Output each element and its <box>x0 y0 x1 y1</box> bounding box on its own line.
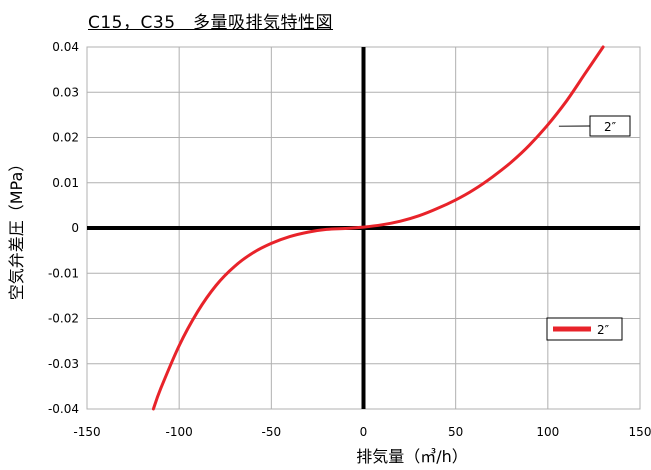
series <box>151 45 605 411</box>
x-tick-label: 50 <box>448 425 463 439</box>
y-tick-label: 0.04 <box>52 40 79 54</box>
y-tick-label: -0.01 <box>48 266 79 280</box>
y-tick-label: -0.04 <box>48 402 79 416</box>
y-tick-label: 0.03 <box>52 85 79 99</box>
tick-labels: -150 -100 -50 0 50 100 150 0.04 0.03 0.02 0.01 0 -0.… <box>48 40 651 439</box>
legend: 2″ <box>546 317 623 341</box>
x-tick-label: 150 <box>629 425 651 439</box>
x-tick-label: 100 <box>536 425 559 439</box>
callout: 2″ <box>558 115 631 137</box>
chart-title: C15，C35 多量吸排気特性図 <box>88 13 334 33</box>
legend-label: 2″ <box>597 323 610 337</box>
series-line-2inch <box>151 45 605 411</box>
y-tick-label: 0 <box>71 221 79 235</box>
callout-text: 2″ <box>604 120 617 134</box>
x-tick-label: 0 <box>360 425 368 439</box>
callout-box <box>589 115 631 137</box>
x-axis-label: 排気量（㎥/h） <box>356 447 468 466</box>
y-tick-label: 0.01 <box>52 176 79 190</box>
x-tick-label: -150 <box>73 425 100 439</box>
x-tick-label: -50 <box>262 425 282 439</box>
y-tick-label: 0.02 <box>52 131 79 145</box>
x-tick-label: -100 <box>166 425 193 439</box>
y-tick-label: -0.02 <box>48 312 79 326</box>
y-axis-label: 空気弁差圧（MPa） <box>7 156 26 301</box>
y-tick-label: -0.03 <box>48 357 79 371</box>
